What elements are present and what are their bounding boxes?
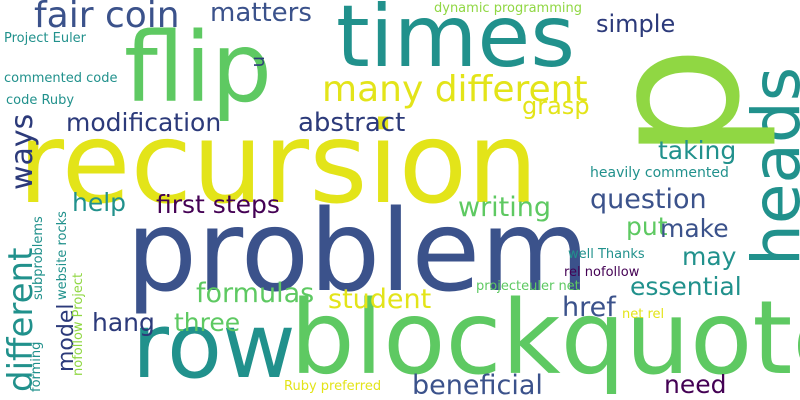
- word-make: make: [660, 216, 729, 241]
- word-may: may: [682, 244, 736, 269]
- word-code-ruby: code Ruby: [6, 94, 74, 107]
- word-formulas: formulas: [196, 280, 314, 307]
- word-essential: essential: [630, 274, 742, 299]
- word-n: n: [250, 56, 268, 67]
- word-ruby-preferred: Ruby preferred: [284, 380, 381, 393]
- word-modification: modification: [66, 110, 221, 135]
- word-hang: hang: [92, 310, 155, 335]
- word-taking: taking: [658, 138, 736, 163]
- word-student: student: [328, 286, 431, 313]
- word-ways: ways: [8, 114, 38, 190]
- word-dynamic-programming: dynamic programming: [434, 2, 582, 15]
- word-forming: forming: [30, 342, 43, 392]
- word-project-euler: Project Euler: [4, 32, 86, 45]
- word-grasp: grasp: [522, 94, 590, 118]
- word-commented-code: commented code: [4, 72, 118, 85]
- word-nofollow-project: nofollow Project: [72, 273, 85, 376]
- word-well-thanks: well Thanks: [568, 248, 645, 261]
- word-three: three: [174, 310, 240, 335]
- word-net-rel: net rel: [622, 308, 664, 321]
- word-writing: writing: [458, 194, 551, 221]
- word-matters: matters: [210, 0, 312, 26]
- word-website-rocks: website rocks: [56, 211, 69, 300]
- word-help: help: [72, 190, 126, 215]
- word-fair-coin: fair coin: [34, 0, 180, 34]
- word-simple: simple: [596, 12, 675, 36]
- word-first-steps: first steps: [156, 192, 280, 217]
- word-projecteuler-net: projecteuler net: [476, 280, 580, 293]
- word-heavily-commented: heavily commented: [590, 166, 729, 180]
- word-beneficial: beneficial: [412, 372, 543, 399]
- word-abstract: abstract: [298, 110, 405, 136]
- word-rel-nofollow: rel nofollow: [564, 266, 639, 279]
- word-subproblems: subproblems: [32, 216, 45, 300]
- word-need: need: [664, 372, 726, 397]
- word-href: href: [562, 294, 616, 321]
- word-question: question: [590, 186, 707, 213]
